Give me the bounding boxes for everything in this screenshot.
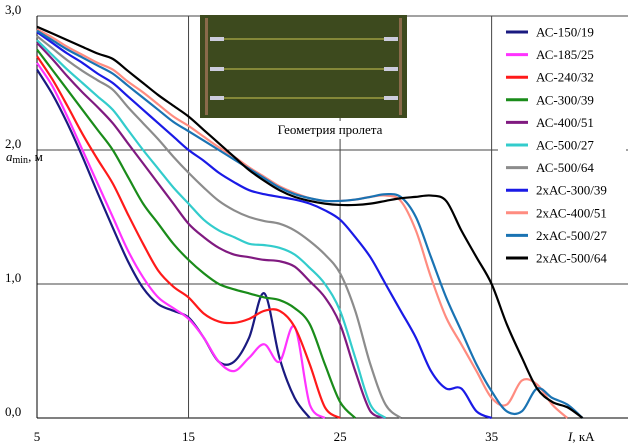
inset-pole (399, 18, 402, 115)
inset-insulator (384, 37, 398, 41)
x-tick-label: 25 (334, 429, 347, 444)
caption-bg (268, 121, 392, 139)
series-line (36, 48, 357, 419)
legend-label: АС-185/25 (536, 47, 594, 62)
legend-label: 2хАС-500/27 (536, 228, 607, 243)
inset-caption: Геометрия пролета (278, 122, 383, 137)
x-tick-label: 5 (34, 429, 41, 444)
x-tick-label: 15 (182, 429, 195, 444)
legend-label: АС-150/19 (536, 25, 594, 40)
legend-label: АС-300/39 (536, 92, 594, 107)
legend-label: 2хАС-400/51 (536, 205, 607, 220)
series-line (36, 25, 584, 419)
series-line (36, 42, 386, 420)
series-line (36, 31, 493, 420)
y-label-symbol: a (6, 149, 13, 164)
inset-pole (205, 18, 208, 115)
inset-insulator (384, 96, 398, 100)
y-tick-label: 2,0 (5, 136, 21, 151)
x-tick-label: 35 (485, 429, 498, 444)
series-line (36, 55, 341, 419)
inset-photo (200, 15, 407, 118)
legend-label: 2хАС-300/39 (536, 183, 607, 198)
legend-label: АС-500/27 (536, 138, 594, 153)
y-label-sub: min (13, 155, 29, 166)
inset-insulator (384, 67, 398, 71)
inset-insulator (210, 37, 224, 41)
legend-label: АС-500/64 (536, 160, 594, 175)
legend-label: 2хАС-500/64 (536, 251, 607, 266)
x-label-symbol: I (567, 429, 573, 444)
inset: Геометрия пролета (200, 15, 407, 139)
legend-label: АС-240/32 (536, 70, 594, 85)
x-label-unit: , кА (572, 429, 595, 444)
y-label-unit: , м (28, 149, 43, 164)
inset-insulator (210, 67, 224, 71)
y-axis-label: amin, м (6, 149, 43, 166)
series-line (36, 39, 387, 419)
inset-insulator (210, 96, 224, 100)
y-tick-label: 3,0 (5, 2, 21, 17)
x-axis-label: I, кА (567, 429, 595, 444)
series-line (36, 35, 402, 419)
series-line (36, 62, 326, 419)
series-line (36, 29, 584, 419)
y-tick-label: 0,0 (5, 404, 21, 419)
series-line (36, 69, 311, 419)
y-tick-label: 1,0 (5, 270, 21, 285)
legend-label: АС-400/51 (536, 115, 594, 130)
